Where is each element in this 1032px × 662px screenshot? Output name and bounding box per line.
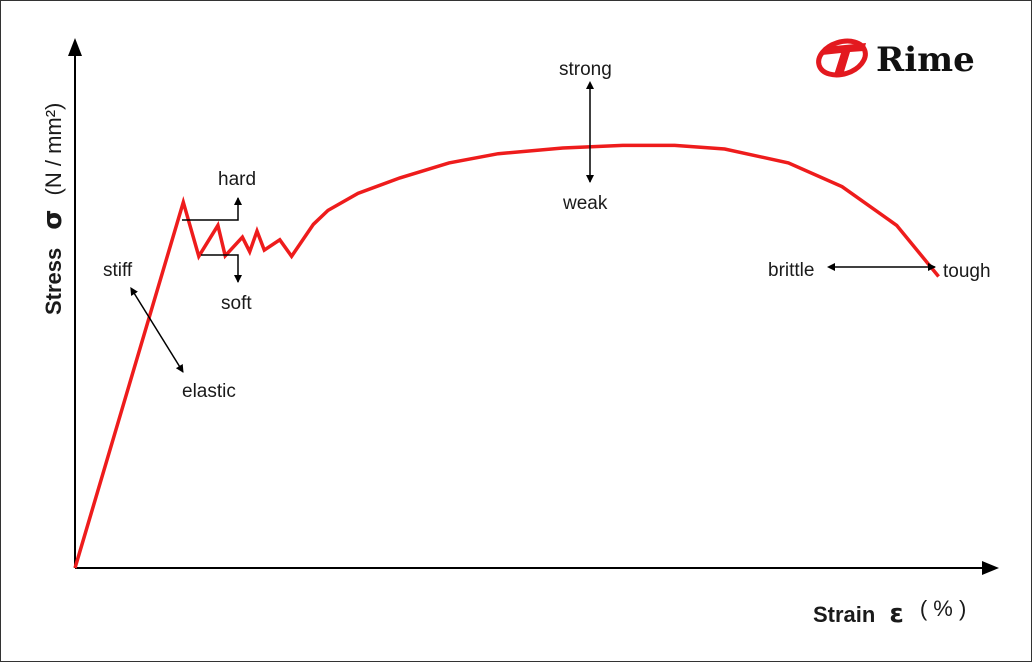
- x-axis-symbol: ε: [889, 599, 903, 629]
- y-axis-label: Stress: [41, 248, 66, 315]
- x-axis-unit: ( % ): [920, 596, 966, 621]
- annotation-stiff: stiff: [103, 260, 133, 281]
- annotation-brittle: brittle: [768, 260, 814, 281]
- stress-strain-curve: [73, 143, 940, 569]
- rime-logo: Rime: [816, 38, 975, 80]
- annotation-hard: hard: [218, 169, 256, 190]
- annotation-weak: weak: [562, 193, 608, 214]
- y-axis-unit: (N / mm²): [41, 103, 66, 196]
- annotation-tough: tough: [943, 261, 991, 282]
- soft-arrow: [201, 254, 242, 283]
- y-axis-arrowhead: [68, 38, 82, 56]
- annotation-soft: soft: [221, 293, 252, 314]
- x-axis-label: Strain: [813, 602, 875, 627]
- rime-logo-icon: [816, 38, 868, 78]
- annotation-strong: strong: [559, 59, 612, 80]
- y-axis: [68, 38, 82, 568]
- y-axis-label-group: Stress σ (N / mm²): [38, 103, 68, 315]
- hard-arrow: [182, 197, 242, 221]
- x-axis-label-group: Strain ε ( % ): [813, 596, 966, 629]
- y-axis-symbol: σ: [38, 209, 68, 229]
- stiff-elastic-arrow: [130, 287, 184, 373]
- annotation-elastic: elastic: [182, 381, 236, 402]
- logo-text: Rime: [876, 40, 975, 80]
- x-axis: [75, 561, 999, 575]
- x-axis-arrowhead: [982, 561, 999, 575]
